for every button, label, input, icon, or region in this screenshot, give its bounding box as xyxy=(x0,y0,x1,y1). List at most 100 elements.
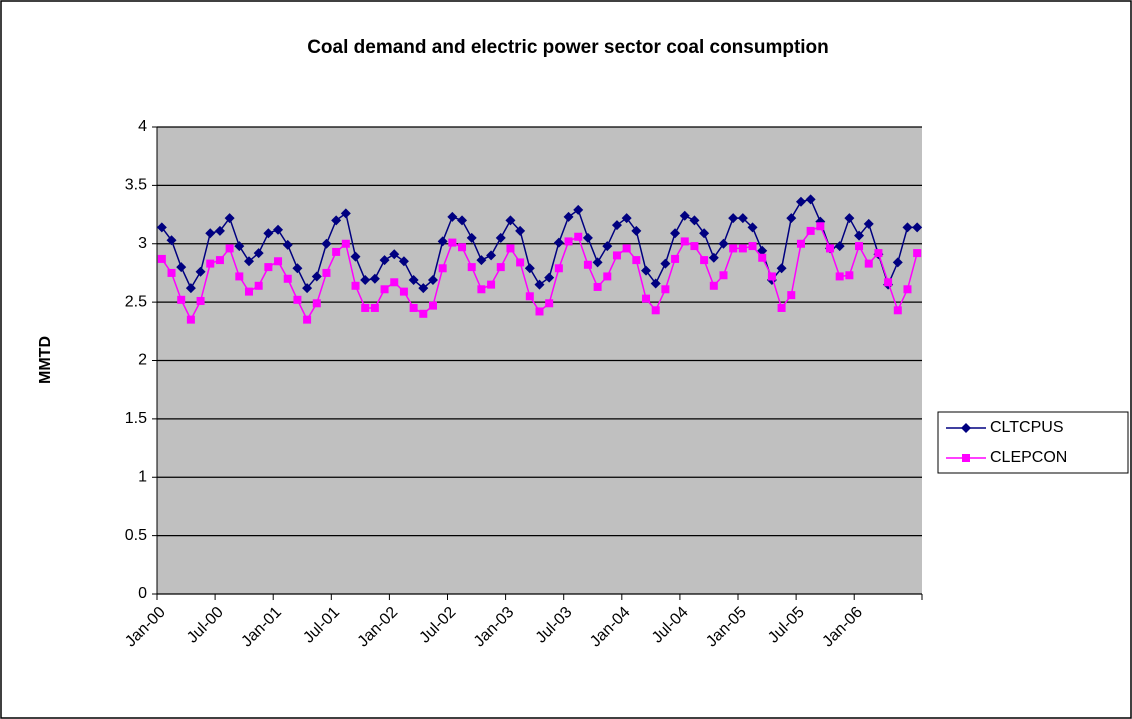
marker xyxy=(254,281,263,290)
marker xyxy=(341,239,350,248)
y-tick-label: 3 xyxy=(138,235,147,252)
marker xyxy=(758,253,767,262)
legend-box xyxy=(937,411,1129,474)
marker xyxy=(331,215,342,226)
marker xyxy=(709,281,718,290)
marker xyxy=(205,228,216,239)
marker xyxy=(244,287,253,296)
marker xyxy=(225,244,234,253)
marker xyxy=(603,272,612,281)
marker xyxy=(292,263,303,274)
marker xyxy=(283,274,292,283)
marker xyxy=(399,287,408,296)
marker xyxy=(457,215,468,226)
marker xyxy=(544,272,555,283)
marker xyxy=(487,280,496,289)
marker xyxy=(486,250,497,261)
marker xyxy=(757,245,768,256)
marker xyxy=(816,222,825,231)
marker xyxy=(157,254,166,263)
marker xyxy=(428,301,437,310)
marker xyxy=(679,210,690,221)
marker xyxy=(592,257,603,268)
marker xyxy=(671,254,680,263)
marker xyxy=(912,222,923,233)
marker xyxy=(409,303,418,312)
marker xyxy=(719,271,728,280)
marker xyxy=(361,303,370,312)
marker xyxy=(738,244,747,253)
marker xyxy=(680,237,689,246)
marker xyxy=(447,211,458,222)
marker xyxy=(185,283,196,294)
marker xyxy=(795,196,806,207)
marker xyxy=(437,236,448,247)
marker xyxy=(660,258,671,269)
marker xyxy=(748,242,757,251)
marker xyxy=(728,213,739,224)
marker xyxy=(303,315,312,324)
marker xyxy=(893,306,902,315)
y-tick-label: 1.5 xyxy=(125,410,147,427)
marker xyxy=(583,260,592,269)
marker xyxy=(767,272,776,281)
marker xyxy=(322,268,331,277)
marker xyxy=(350,251,361,262)
marker xyxy=(612,251,621,260)
marker xyxy=(282,239,293,250)
marker xyxy=(505,215,516,226)
legend-label: CLTCPUS xyxy=(990,419,1064,436)
marker xyxy=(458,243,467,252)
marker xyxy=(360,274,371,285)
marker xyxy=(854,230,865,241)
marker xyxy=(235,272,244,281)
marker xyxy=(913,249,922,258)
marker xyxy=(729,244,738,253)
marker xyxy=(903,285,912,294)
marker xyxy=(845,271,854,280)
marker xyxy=(515,225,526,236)
marker xyxy=(302,283,313,294)
marker xyxy=(884,278,893,287)
y-tick-label: 1 xyxy=(138,468,147,485)
marker xyxy=(438,264,447,273)
marker xyxy=(573,204,584,215)
marker xyxy=(370,303,379,312)
marker xyxy=(351,281,360,290)
marker xyxy=(476,255,487,266)
marker xyxy=(380,285,389,294)
marker xyxy=(747,222,758,233)
marker xyxy=(699,228,710,239)
marker xyxy=(311,271,322,282)
marker xyxy=(708,252,719,263)
y-tick-label: 0.5 xyxy=(125,527,147,544)
marker xyxy=(661,285,670,294)
marker xyxy=(786,213,797,224)
marker xyxy=(826,244,835,253)
marker xyxy=(690,242,699,251)
marker xyxy=(834,241,845,252)
marker xyxy=(418,283,429,294)
marker xyxy=(506,244,515,253)
marker xyxy=(390,278,399,287)
marker xyxy=(700,256,709,265)
marker xyxy=(264,263,273,272)
marker xyxy=(389,249,400,260)
marker xyxy=(593,282,602,291)
marker xyxy=(535,307,544,316)
marker xyxy=(651,306,660,315)
marker xyxy=(650,278,661,289)
marker xyxy=(195,266,206,277)
marker xyxy=(214,225,225,236)
marker xyxy=(273,224,284,235)
marker xyxy=(496,263,505,272)
y-tick-label: 4 xyxy=(138,118,147,135)
marker xyxy=(855,242,864,251)
marker xyxy=(243,256,254,267)
y-tick-label: 0 xyxy=(138,585,147,602)
marker xyxy=(641,265,652,276)
marker xyxy=(379,255,390,266)
marker xyxy=(611,220,622,231)
y-tick-label: 3.5 xyxy=(125,177,147,194)
